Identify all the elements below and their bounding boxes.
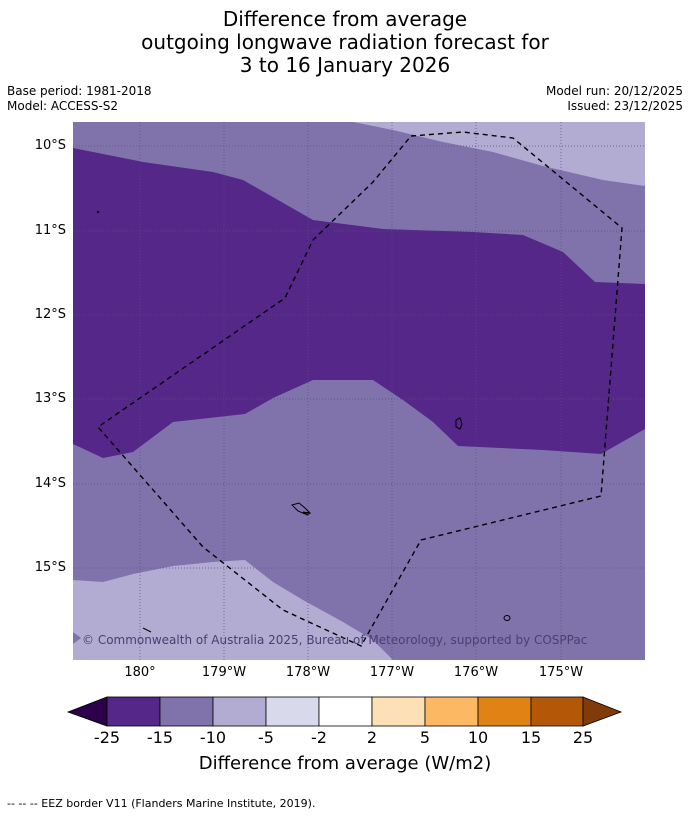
colorbar-tick-9: 25 xyxy=(572,728,594,747)
island-1 xyxy=(96,210,100,214)
colorbar-bin-8 xyxy=(477,696,532,727)
island-6 xyxy=(142,627,152,633)
title-line-2: outgoing longwave radiation forecast for xyxy=(141,30,549,54)
model-name: Model: ACCESS-S2 xyxy=(7,99,119,113)
meta-right: Model run: 20/12/2025 Issued: 23/12/2025 xyxy=(546,84,683,114)
lon-label-178w: 178°W xyxy=(285,665,331,680)
lon-label-175w: 175°W xyxy=(538,665,584,680)
colorbar-bin-4 xyxy=(265,696,320,727)
title-line-1: Difference from average xyxy=(222,7,468,31)
colorbar-tick-5: 2 xyxy=(366,728,378,747)
colorbar-bin-1 xyxy=(106,696,161,727)
island-4 xyxy=(302,511,312,516)
eez-border xyxy=(96,131,623,647)
colorbar-tick-4: -2 xyxy=(311,728,327,747)
lat-label-10s: 10°S xyxy=(34,138,66,153)
island-3 xyxy=(291,502,310,515)
colorbar-bin-6 xyxy=(371,696,426,727)
colorbar-tick-8: 15 xyxy=(520,728,542,747)
map-panel xyxy=(73,122,645,660)
chart-title: Difference from average outgoing longwav… xyxy=(0,8,690,77)
lat-label-15s: 15°S xyxy=(34,560,66,575)
colorbar-title: Difference from average (W/m2) xyxy=(198,753,492,774)
colorbar-bin-3 xyxy=(212,696,267,727)
islands xyxy=(96,210,511,633)
colorbar-tick-3: -5 xyxy=(258,728,274,747)
colorbar-tick-1: -15 xyxy=(146,728,174,747)
colorbar-tick-7: 10 xyxy=(467,728,489,747)
lat-label-13s: 13°S xyxy=(34,391,66,406)
island-5 xyxy=(503,615,511,621)
title-line-3: 3 to 16 January 2026 xyxy=(239,53,451,77)
band-light-top xyxy=(353,122,645,186)
band-dark xyxy=(73,148,645,458)
colorbar-extend-high xyxy=(582,696,623,727)
copyright-notice: © Commonwealth of Australia 2025, Bureau… xyxy=(82,633,588,647)
graticule xyxy=(73,122,645,660)
colorbar-bin-2 xyxy=(159,696,214,727)
colorbar xyxy=(66,696,623,727)
lon-label-176w: 176°W xyxy=(453,665,499,680)
eez-footnote: -- -- -- EEZ border V11 (Flanders Marine… xyxy=(7,797,316,810)
base-period: Base period: 1981-2018 xyxy=(7,84,152,98)
map-svg xyxy=(73,122,645,660)
colorbar-bin-7 xyxy=(424,696,479,727)
colorbar-bin-5 xyxy=(318,696,373,727)
issued-date: Issued: 23/12/2025 xyxy=(567,99,683,113)
left-marker xyxy=(73,632,81,644)
colorbar-tick-0: -25 xyxy=(93,728,121,747)
colorbar-tick-6: 5 xyxy=(419,728,431,747)
colorbar-extend-low xyxy=(66,696,108,727)
lon-label-179w: 179°W xyxy=(201,665,247,680)
meta-left: Base period: 1981-2018 Model: ACCESS-S2 xyxy=(7,84,152,114)
lat-label-11s: 11°S xyxy=(34,223,66,238)
colorbar-bin-9 xyxy=(530,696,584,727)
lon-label-177w: 177°W xyxy=(369,665,415,680)
colorbar-tick-2: -10 xyxy=(199,728,227,747)
lat-label-14s: 14°S xyxy=(34,476,66,491)
island-2 xyxy=(455,417,463,430)
lon-label-180: 180° xyxy=(124,665,156,680)
band-light-bottom xyxy=(73,560,393,660)
model-run: Model run: 20/12/2025 xyxy=(545,84,683,98)
lat-label-12s: 12°S xyxy=(34,307,66,322)
